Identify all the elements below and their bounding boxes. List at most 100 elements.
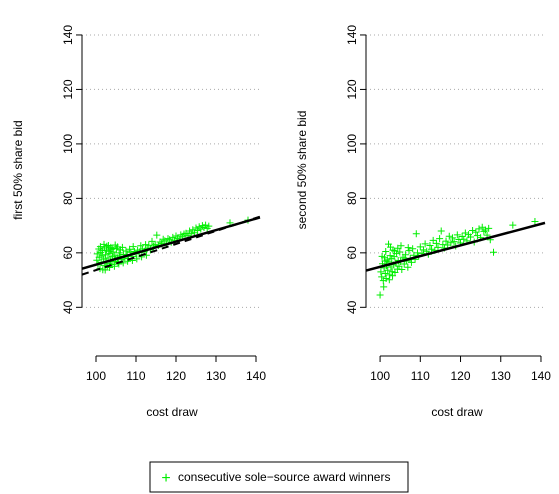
right-data-point [434,243,442,251]
right-data-point [407,258,415,266]
legend-box [149,461,409,493]
right-x-tick-label-120: 120 [451,369,471,383]
left-data-point [194,227,202,235]
right-data-point [389,272,397,280]
left-data-point [126,245,134,253]
right-data-point [460,235,468,243]
right-data-point [387,243,395,251]
right-data-point [445,232,453,240]
right-x-axis-label: cost draw [431,405,483,419]
right-data-point [397,242,405,250]
left-y-axis-label: first 50% share bid [11,120,25,219]
right-data-point [409,245,417,253]
right-data-point [429,236,437,244]
left-data-point [159,235,167,243]
right-data-point [461,229,469,237]
left-scatter-panel: cost draw first 50% share bid 40 60 80 100 1… [11,25,266,419]
right-data-point [378,273,386,281]
left-y-tick-label-40: 40 [61,300,75,314]
right-y-tick-label-120: 120 [345,79,359,99]
right-data-point [448,234,456,242]
right-data-point [472,228,480,236]
right-y-tick-label-80: 80 [345,191,359,205]
right-data-point [385,276,393,284]
legend: + consecutive sole−source award winners [149,461,409,493]
right-x-tick-label-100: 100 [370,369,390,383]
left-data-point [153,231,161,239]
left-data-point [115,249,123,257]
right-data-point [436,235,444,243]
right-data-point [376,291,384,299]
right-data-point [485,224,493,232]
right-x-tick-label-130: 130 [491,369,511,383]
right-data-point [404,263,412,271]
right-data-point [450,238,458,246]
right-data-point [378,252,386,260]
left-data-point [129,243,137,251]
left-data-point [148,237,156,245]
legend-label: consecutive sole−source award winners [178,470,390,484]
left-y-tick-label-100: 100 [61,134,75,154]
left-data-point [164,235,172,243]
right-data-point [509,221,517,229]
right-data-point [428,245,436,253]
left-data-point [109,244,117,252]
right-data-point [453,231,461,239]
right-data-point [475,225,483,233]
right-data-point [384,266,392,274]
left-y-tick-label-60: 60 [61,246,75,260]
right-data-point [416,243,424,251]
left-data-point [122,247,130,255]
left-data-point [189,226,197,234]
left-x-tick-label-120: 120 [166,369,186,383]
right-fit-line-solid [365,221,546,272]
left-data-point [110,262,118,270]
left-data-point [169,233,177,241]
right-data-point [420,246,428,254]
right-data-point [382,274,390,282]
right-data-point [426,241,434,249]
left-data-point [177,231,185,239]
right-data-point [386,252,394,260]
right-data-point [382,247,390,255]
right-data-point [442,237,450,245]
left-x-axis-label: cost draw [146,405,198,419]
right-data-point [412,230,420,238]
left-y-tick-label-140: 140 [61,25,75,45]
right-data-point [447,239,455,247]
left-data-point [96,243,104,251]
left-data-point [102,246,110,254]
left-x-tick-label-100: 100 [86,369,106,383]
left-data-point [202,221,210,229]
left-y-tick-label-120: 120 [61,79,75,99]
left-data-point [197,225,205,233]
legend-marker: + [161,470,170,487]
right-x-tick-label-110: 110 [411,369,430,383]
left-data-point [142,241,150,249]
left-data-point [116,246,124,254]
left-fit-line-dashed [81,215,261,276]
right-data-point [531,218,539,226]
right-data-point [469,227,477,235]
right-data-point [413,249,421,257]
left-data-point [100,240,108,248]
right-data-point [377,268,385,276]
right-data-point [467,233,475,241]
left-data-point [133,255,141,263]
right-data-point [437,227,445,235]
right-data-point [404,244,412,252]
right-y-tick-label-100: 100 [345,134,359,154]
right-y-tick-label-60: 60 [345,246,359,260]
left-data-point [205,222,213,230]
left-x-tick-label-140: 140 [246,369,266,383]
right-data-point [380,283,388,291]
left-data-point [98,247,106,255]
right-data-point [381,257,389,265]
right-data-point [480,227,488,235]
right-x-tick-label-140: 140 [531,369,551,383]
right-data-point [490,248,498,256]
left-data-point [145,241,153,249]
left-x-tick-label-130: 130 [206,369,226,383]
right-data-point [432,239,440,247]
right-scatter-panel: cost draw second 50% share bid 40 60 80 100… [295,25,551,419]
